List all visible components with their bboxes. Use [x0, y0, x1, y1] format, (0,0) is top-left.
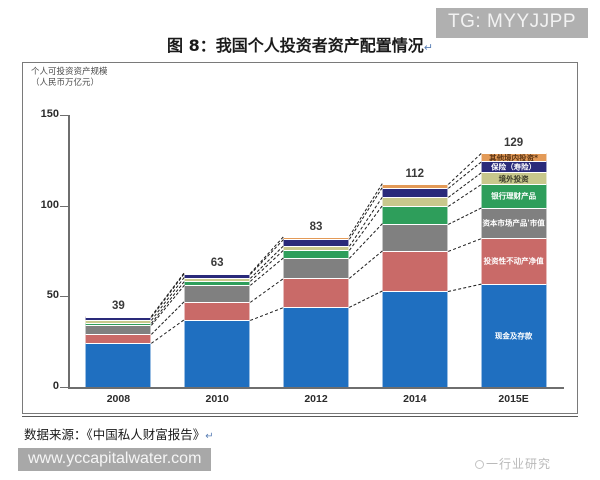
bar-2010 [184, 272, 251, 387]
bottom-divider [22, 416, 578, 417]
figure-title-text: 图 8：我国个人投资者资产配置情况 [167, 36, 424, 55]
bar-segment-境外投资: 境外投资 [480, 172, 547, 184]
segment-connector [447, 183, 482, 207]
segment-connector [447, 238, 481, 252]
bar-2008 [85, 316, 152, 387]
bar-segment-保险（寿险）: 保险（寿险） [480, 161, 547, 173]
legend-label-保险（寿险）: 保险（寿险） [491, 162, 537, 172]
bar-segment-银行理财产品: 银行理财产品 [480, 183, 547, 208]
x-axis-label-2015E: 2015E [498, 393, 529, 405]
x-axis-label-2010: 2010 [205, 393, 229, 405]
bar-segment-保险（寿险） [184, 273, 251, 278]
bar-segment-银行理财产品 [184, 280, 251, 286]
bar-2015E: 其他境内投资* 保险（寿险） 境外投资银行理财产品 资本市场产品'市值 投资性不动产净值… [480, 153, 547, 387]
logo-dot-icon [474, 460, 484, 469]
segment-connector [447, 207, 482, 225]
bar-segment-投资性不动产净值 [184, 301, 251, 320]
bar-total-2008: 39 [111, 300, 125, 313]
bar-total-2010: 63 [210, 256, 224, 269]
segment-connector [250, 307, 284, 321]
bar-segment-现金及存款 [381, 290, 448, 387]
bar-total-2015E: 129 [504, 137, 524, 150]
bar-segment-保险（寿险） [381, 187, 448, 197]
bar-segment-资本市场产品'市值: 资本市场产品'市值 [480, 207, 547, 239]
y-axis-tick [60, 296, 68, 298]
site-watermark: www.yccapitalwater.com [18, 448, 212, 471]
x-axis-label-2008: 2008 [106, 393, 131, 405]
y-axis-tick-value: 0 [52, 380, 59, 392]
segment-connector [349, 187, 383, 240]
bar-segment-境外投资 [283, 245, 349, 251]
bar-segment-资本市场产品'市值 [184, 285, 251, 302]
bar-segment-其他境内投资* [283, 236, 349, 240]
bar-2014 [381, 183, 448, 387]
legend-label-投资性不动产净值: 投资性不动产净值 [483, 256, 544, 266]
legend-label-其他境内投资*: 其他境内投资* [489, 153, 539, 162]
telegram-watermark: TG: MYYJJPP [436, 8, 588, 38]
segment-connector [447, 153, 482, 185]
bar-2012 [283, 236, 349, 387]
source-note: 数据来源：《中国私人财富报告》↵ [24, 424, 214, 443]
segment-connector [250, 239, 284, 275]
paragraph-mark: ↵ [205, 431, 214, 442]
bar-segment-境外投资 [184, 277, 251, 281]
bar-segment-境外投资 [381, 196, 448, 206]
bar-segment-资本市场产品'市值 [283, 258, 349, 279]
y-axis-tick [60, 205, 68, 207]
bar-segment-其他境内投资* [85, 316, 152, 318]
segment-connector [151, 273, 185, 318]
chart-container: 个人可投资资产规模 （人民币万亿元） 150 100 50 0 2008 2010 201… [22, 62, 578, 471]
segment-connector [151, 319, 185, 345]
bar-segment-投资性不动产净值: 投资性不动产净值 [480, 238, 547, 284]
bar-segment-现金及存款 [184, 319, 251, 387]
bar-segment-银行理财产品 [381, 205, 448, 224]
corner-logo-text: 一行业研究 [485, 457, 551, 471]
bar-segment-现金及存款: 现金及存款 [480, 283, 547, 387]
x-axis-line [68, 387, 564, 389]
bar-segment-投资性不动产净值 [283, 278, 349, 308]
bar-segment-现金及存款 [85, 343, 152, 387]
paragraph-mark: ↵ [423, 41, 433, 54]
bar-segment-现金及存款 [283, 307, 349, 387]
legend-label-资本市场产品'市值: 资本市场产品'市值 [482, 218, 545, 228]
bar-total-2012: 83 [309, 220, 323, 233]
bar-segment-境外投资 [85, 320, 152, 323]
bar-segment-银行理财产品 [85, 322, 152, 326]
y-axis-tick-value: 100 [40, 198, 59, 211]
legend-label-现金及存款: 现金及存款 [494, 331, 533, 341]
x-axis-label-2012: 2012 [304, 393, 328, 405]
bar-segment-资本市场产品'市值 [381, 223, 448, 252]
y-axis-title: 个人可投资资产规模 （人民币万亿元） [31, 67, 108, 88]
bar-segment-其他境内投资* [184, 272, 251, 274]
source-note-text: 数据来源：《中国私人财富报告》 [24, 427, 206, 442]
bar-segment-保险（寿险） [85, 317, 152, 321]
y-axis-tick-value: 150 [40, 108, 59, 120]
bar-segment-其他境内投资*: 其他境内投资* [480, 153, 547, 162]
bar-segment-其他境内投资* [381, 183, 448, 188]
bar-segment-投资性不动产净值 [85, 334, 152, 344]
bar-total-2014: 112 [405, 167, 425, 180]
figure-title: 图 8：我国个人投资者资产配置情况↵ [0, 32, 600, 56]
bar-segment-银行理财产品 [283, 250, 349, 259]
bar-segment-保险（寿险） [283, 239, 349, 246]
bar-segment-资本市场产品'市值 [85, 325, 152, 335]
corner-logo: 一行业研究 [474, 455, 551, 472]
segment-connector [349, 290, 383, 309]
segment-connector [349, 250, 383, 279]
segment-connector [447, 283, 481, 292]
y-axis-tick [60, 115, 68, 116]
x-axis-label-2014: 2014 [403, 393, 427, 405]
y-axis-tick-value: 50 [46, 289, 59, 302]
y-axis-tick [60, 387, 68, 388]
plot-area: 39 63 83 112 其他境内投资* 保险（寿险） 境外投资银行理财产品 资本市场产品'市… [69, 115, 563, 387]
legend-label-境外投资: 境外投资 [498, 174, 529, 184]
bar-segment-投资性不动产净值 [381, 251, 448, 291]
y-axis-line [68, 115, 70, 388]
legend-label-银行理财产品: 银行理财产品 [491, 191, 537, 201]
